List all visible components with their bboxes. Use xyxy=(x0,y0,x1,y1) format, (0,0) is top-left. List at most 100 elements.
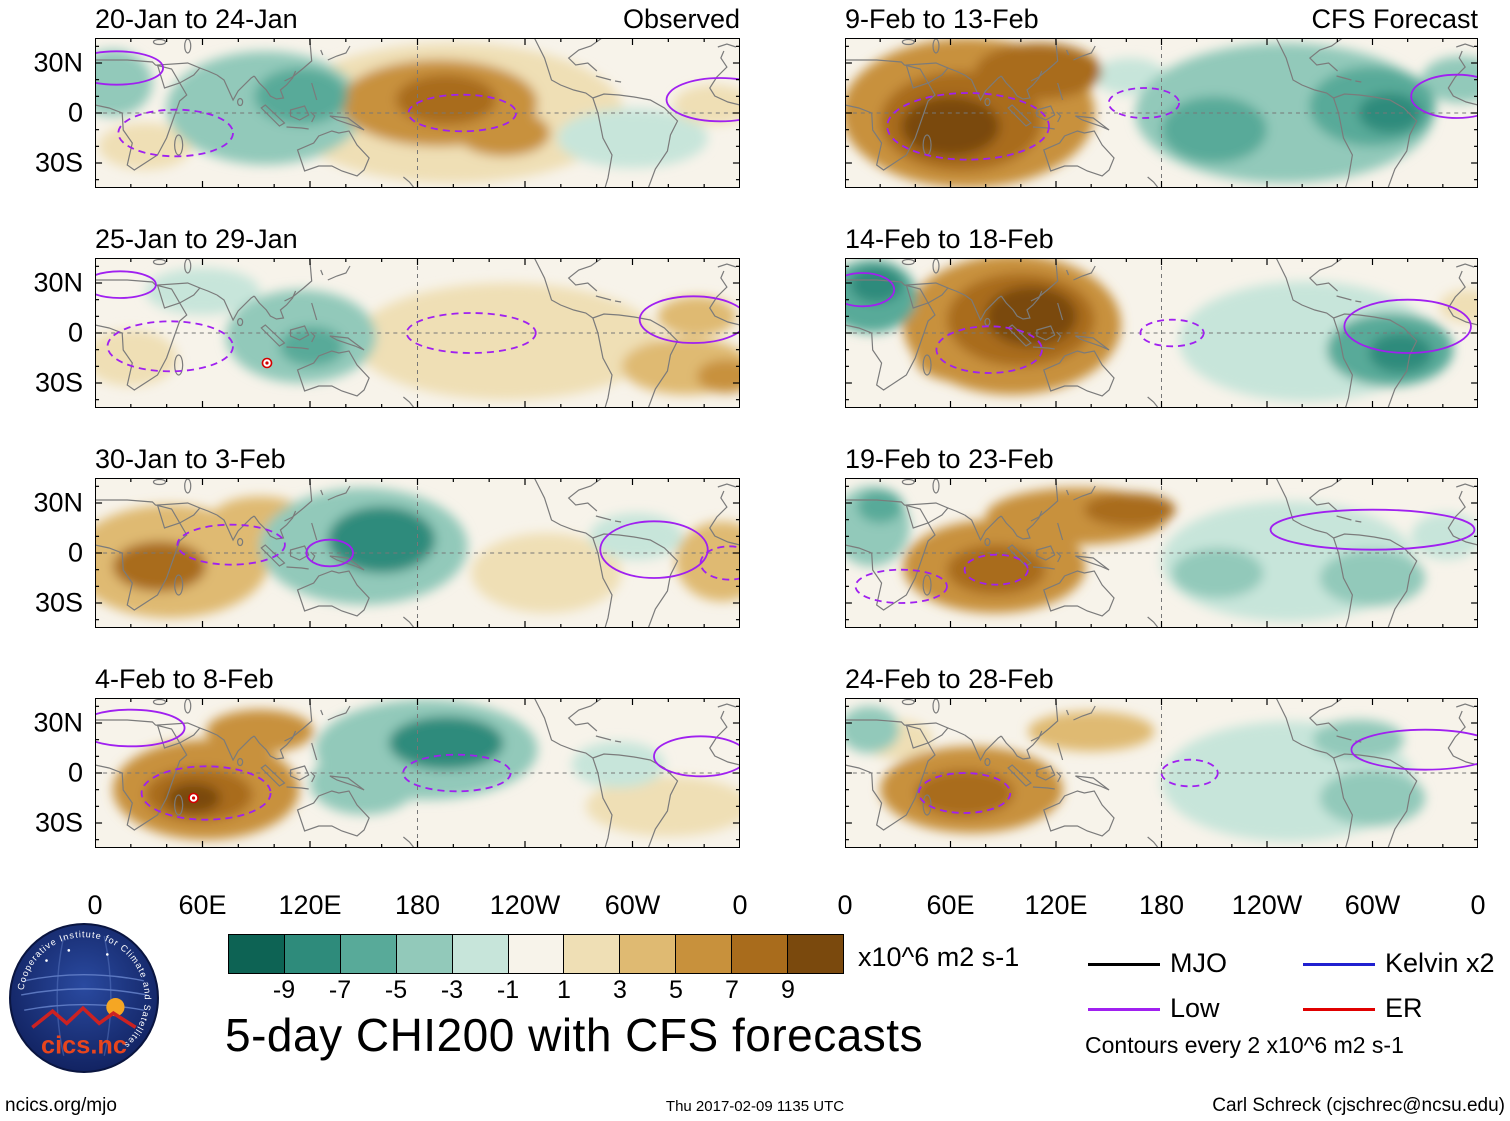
map-row-1: 30N 0 30S 20-Jan to 24-Jan Observed 9-Fe… xyxy=(0,4,1510,188)
colorbar-segment xyxy=(564,935,621,973)
map-panel-observed-4 xyxy=(95,698,740,848)
colorbar xyxy=(228,934,844,974)
anomaly-field xyxy=(845,486,1478,622)
panel-cell: 20-Jan to 24-Jan Observed xyxy=(95,4,740,188)
map-panel-forecast-4 xyxy=(845,698,1478,848)
panel-title-bar: 14-Feb to 18-Feb xyxy=(845,224,1478,258)
low-contour xyxy=(653,735,740,778)
map-panel-forecast-3 xyxy=(845,478,1478,628)
low-contour-dashed xyxy=(854,568,948,604)
coastlines xyxy=(845,478,1478,628)
lat-tick-label: 30S xyxy=(34,587,83,618)
low-contour xyxy=(95,270,157,299)
cics-logo: Cooperative Institute for Climate and Sa… xyxy=(9,923,159,1073)
colorbar-tick-label: -1 xyxy=(496,976,520,1004)
lat-tick-label: 30S xyxy=(34,367,83,398)
panel-title-bar: 20-Jan to 24-Jan Observed xyxy=(95,4,740,38)
lon-axis-row: 0 60E 120E 180 120W 60W 0 0 60E 120E 180… xyxy=(0,884,1510,920)
panel-title-bar: 9-Feb to 13-Feb CFS Forecast xyxy=(845,4,1478,38)
low-contour xyxy=(95,708,186,748)
panel-cell: 25-Jan to 29-Jan xyxy=(95,224,740,408)
legend-label-low: Low xyxy=(1170,993,1220,1023)
map-panel-observed-3 xyxy=(95,478,740,628)
lat-tick-label: 0 xyxy=(67,97,83,128)
map-canvas xyxy=(845,698,1478,848)
colorbar-labels: -9 -7 -5 -3 -1 1 3 5 7 9 xyxy=(228,976,844,1004)
lon-tick-label: 60W xyxy=(1344,890,1401,920)
map-canvas xyxy=(845,38,1478,188)
map-canvas xyxy=(95,38,740,188)
low-contour-dashed xyxy=(886,92,1050,161)
footer-url: ncics.org/mjo xyxy=(5,1095,117,1116)
panel-cell: 4-Feb to 8-Feb xyxy=(95,664,740,848)
right-margin xyxy=(1478,444,1510,628)
lat-tick-label: 30S xyxy=(34,807,83,838)
low-contour-dashed xyxy=(1107,87,1180,119)
lat-tick-label: 0 xyxy=(67,537,83,568)
lon-tick-label: 120W xyxy=(1231,890,1303,920)
low-contour-dashed xyxy=(140,765,272,821)
colorbar-segment xyxy=(676,935,733,973)
column-header-forecast: CFS Forecast xyxy=(1311,4,1478,34)
map-canvas xyxy=(95,478,740,628)
colorbar-segment xyxy=(620,935,677,973)
panel-title: 30-Jan to 3-Feb xyxy=(95,444,286,474)
lon-tick-label: 180 xyxy=(1138,890,1185,920)
low-contour-dashed xyxy=(405,312,537,354)
colorbar-tick-label: -5 xyxy=(384,976,408,1004)
colorbar-tick-label: -9 xyxy=(272,976,296,1004)
map-canvas xyxy=(845,258,1478,408)
footer-credit: Carl Schreck (cjschrec@ncsu.edu) xyxy=(1212,1095,1505,1116)
panel-title: 19-Feb to 23-Feb xyxy=(845,444,1054,474)
panel-title: 9-Feb to 13-Feb xyxy=(845,4,1039,34)
colorbar-tick-label: 9 xyxy=(781,976,795,1004)
map-panel-forecast-2 xyxy=(845,258,1478,408)
lon-axis-labels-right: 0 60E 120E 180 120W 60W 0 xyxy=(837,884,1485,920)
lat-tick-label: 30N xyxy=(33,487,83,518)
lon-tick-label: 0 xyxy=(1470,890,1486,920)
panel-title-bar: 19-Feb to 23-Feb xyxy=(845,444,1478,478)
lon-tick-label: 120E xyxy=(278,890,342,920)
panel-cell: 30-Jan to 3-Feb xyxy=(95,444,740,628)
panel-title: 24-Feb to 28-Feb xyxy=(845,664,1054,694)
legend-line-mjo xyxy=(1088,963,1160,966)
lon-tick-label: 60W xyxy=(604,890,661,920)
figure-footer-block: Cooperative Institute for Climate and Sa… xyxy=(0,920,1510,1121)
lon-tick-label: 60E xyxy=(178,890,227,920)
coastlines xyxy=(95,258,740,408)
low-contour xyxy=(95,50,164,86)
lon-tick-label: 0 xyxy=(87,890,103,920)
footer-bar: ncics.org/mjo Thu 2017-02-09 1135 UTC Ca… xyxy=(0,1093,1510,1117)
colorbar-tick-label: -3 xyxy=(440,976,464,1004)
lon-tick-label: 60E xyxy=(926,890,975,920)
lat-tick-label: 30N xyxy=(33,707,83,738)
lat-tick-label: 30S xyxy=(34,147,83,178)
lon-axis-labels-left: 0 60E 120E 180 120W 60W 0 xyxy=(87,884,747,920)
right-margin xyxy=(1478,4,1510,188)
lat-tick-label: 30N xyxy=(33,267,83,298)
colorbar-segment xyxy=(788,935,843,973)
logo-sun xyxy=(106,998,125,1017)
colorbar-segment xyxy=(284,935,341,973)
lon-tick-label: 180 xyxy=(394,890,441,920)
low-contour xyxy=(1350,728,1478,771)
coastlines xyxy=(95,478,740,628)
column-gap xyxy=(740,444,845,628)
low-contour-dashed xyxy=(935,325,1043,374)
low-contour xyxy=(305,538,354,568)
coastlines xyxy=(845,258,1478,408)
panel-title: 14-Feb to 18-Feb xyxy=(845,224,1054,254)
colorbar-tick-label: 7 xyxy=(725,976,739,1004)
panel-title: 20-Jan to 24-Jan xyxy=(95,4,298,34)
panel-cell: 14-Feb to 18-Feb xyxy=(845,224,1478,408)
panel-cell: 9-Feb to 13-Feb CFS Forecast xyxy=(845,4,1478,188)
column-header-observed: Observed xyxy=(622,4,740,34)
map-canvas xyxy=(95,258,740,408)
map-panel-observed-2 xyxy=(95,258,740,408)
lat-axis-labels: 30N 0 30S xyxy=(0,258,95,408)
colorbar-segment xyxy=(340,935,397,973)
panel-title: 25-Jan to 29-Jan xyxy=(95,224,298,254)
lon-tick-label: 120E xyxy=(1024,890,1088,920)
legend-label-mjo: MJO xyxy=(1170,948,1227,978)
